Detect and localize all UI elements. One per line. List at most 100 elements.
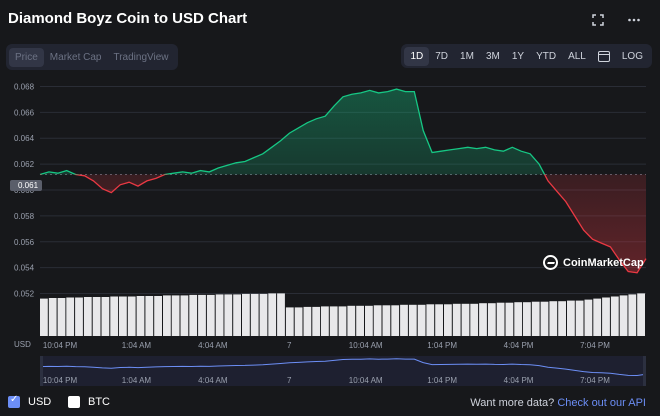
volume-bar <box>610 296 619 336</box>
volume-bar <box>189 294 198 336</box>
volume-bar <box>637 293 645 336</box>
watermark: CoinMarketCap <box>543 255 644 270</box>
volume-bar <box>136 296 145 336</box>
volume-axis-label: USD <box>14 340 31 349</box>
navigator-tick-label: 4:04 AM <box>198 376 228 385</box>
navigator-left-handle[interactable] <box>40 356 43 386</box>
coinmarketcap-logo-icon <box>543 255 558 270</box>
navigator-tick-label: 1:04 AM <box>122 376 152 385</box>
volume-bar <box>215 294 224 336</box>
volume-bar <box>356 305 364 336</box>
volume-bar <box>163 295 171 336</box>
volume-bar <box>338 306 347 336</box>
volume-bar <box>426 304 435 336</box>
chart-title: Diamond Boyz Coin to USD Chart <box>8 10 248 27</box>
volume-bar <box>57 298 66 336</box>
volume-bar <box>496 302 505 336</box>
api-promo-text: Want more data? <box>470 397 555 409</box>
y-tick-label: 0.068 <box>14 82 35 91</box>
volume-bar <box>101 297 110 336</box>
volume-bar <box>198 294 206 336</box>
more-dots-icon[interactable] <box>626 12 642 28</box>
volume-bar <box>505 302 514 336</box>
volume-bar <box>391 305 400 336</box>
navigator-tick-label: 10:04 PM <box>43 376 78 385</box>
volume-bar <box>567 300 575 336</box>
volume-bar <box>514 302 523 336</box>
volume-bar <box>628 294 637 336</box>
volume-bar <box>531 301 540 336</box>
volume-bar <box>154 296 162 336</box>
view-tabs: Price Market Cap TradingView <box>6 44 178 70</box>
price-chart[interactable]: 0.0520.0540.0560.0580.0600.0620.0640.066… <box>0 0 660 392</box>
tab-tradingview[interactable]: TradingView <box>113 51 169 63</box>
navigator-tick-label: 10:04 AM <box>349 376 383 385</box>
volume-bar <box>127 296 136 336</box>
volume-bar <box>66 297 75 336</box>
y-tick-label: 0.066 <box>14 108 35 117</box>
volume-bar <box>233 294 241 336</box>
x-tick-label: 10:04 AM <box>349 341 383 350</box>
range-1y[interactable]: 1Y <box>511 50 525 62</box>
x-tick-label: 1:04 AM <box>122 341 152 350</box>
calendar-icon[interactable] <box>597 50 610 62</box>
volume-bar <box>171 295 180 336</box>
volume-bar <box>145 296 154 336</box>
volume-bar <box>373 305 382 336</box>
volume-bar <box>444 304 452 336</box>
x-tick-label: 7 <box>287 341 292 350</box>
volume-bar <box>206 294 215 336</box>
volume-bar <box>575 300 584 336</box>
volume-bar <box>417 304 426 336</box>
volume-bar <box>470 303 479 336</box>
volume-bar <box>523 302 531 336</box>
legend-btc[interactable]: BTC <box>68 396 110 408</box>
y-tick-label: 0.062 <box>14 160 35 169</box>
log-toggle[interactable]: LOG <box>621 50 643 62</box>
watermark-text: CoinMarketCap <box>563 256 644 269</box>
current-price-tag: 0.061 <box>10 180 42 191</box>
volume-bar <box>110 296 119 336</box>
range-tabs: 1D 7D 1M 3M 1Y YTD ALL LOG <box>401 44 652 68</box>
btc-checkbox[interactable] <box>68 396 80 408</box>
volume-bar <box>329 306 338 336</box>
range-ytd[interactable]: YTD <box>536 50 557 62</box>
usd-label: USD <box>28 396 52 408</box>
volume-bar <box>224 294 233 336</box>
x-tick-label: 4:04 AM <box>198 341 228 350</box>
volume-bar <box>40 298 48 336</box>
volume-bar <box>479 303 487 336</box>
navigator[interactable] <box>40 356 646 386</box>
range-7d[interactable]: 7D <box>435 50 449 62</box>
api-promo: Want more data? Check out our API <box>470 397 646 409</box>
volume-bar <box>584 299 593 336</box>
tab-price[interactable]: Price <box>9 47 44 67</box>
x-tick-label: 4:04 PM <box>504 341 534 350</box>
volume-bar <box>180 295 189 336</box>
legend-usd[interactable]: USD <box>8 394 52 408</box>
volume-bar <box>435 304 443 336</box>
volume-bar <box>75 297 83 336</box>
volume-bar <box>242 293 250 336</box>
volume-bar <box>549 301 558 336</box>
volume-bar <box>268 293 277 336</box>
volume-bar <box>259 293 268 336</box>
usd-checkbox[interactable] <box>8 394 20 408</box>
volume-bar <box>285 307 294 336</box>
range-1d[interactable]: 1D <box>404 46 430 66</box>
volume-bar <box>250 293 259 336</box>
x-tick-label: 7:04 PM <box>580 341 610 350</box>
api-link[interactable]: Check out our API <box>557 397 646 409</box>
volume-bar <box>487 303 496 336</box>
x-tick-label: 1:04 PM <box>427 341 457 350</box>
range-1m[interactable]: 1M <box>460 50 474 62</box>
volume-bar <box>303 306 312 336</box>
navigator-right-handle[interactable] <box>643 356 646 386</box>
volume-bar <box>365 305 373 336</box>
expand-icon[interactable] <box>590 12 606 28</box>
volume-bar <box>408 304 417 336</box>
navigator-tick-label: 1:04 PM <box>427 376 457 385</box>
tab-market-cap[interactable]: Market Cap <box>49 51 102 63</box>
range-3m[interactable]: 3M <box>485 50 500 62</box>
range-all[interactable]: ALL <box>568 50 586 62</box>
